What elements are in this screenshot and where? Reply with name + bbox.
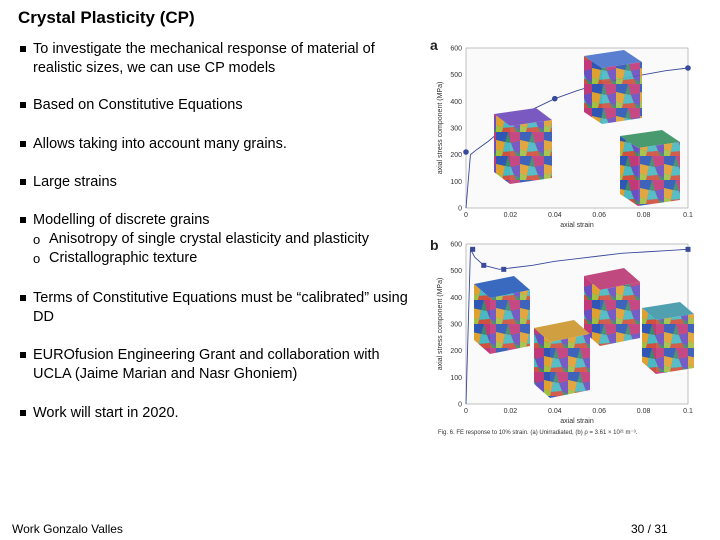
bullet-text: Allows taking into account many grains.: [33, 136, 287, 152]
data-point: [685, 246, 691, 252]
bullet-item: Based on Constitutive Equations: [20, 96, 418, 115]
y-tick-label: 400: [450, 99, 462, 106]
circle-bullet-icon: o: [33, 251, 41, 266]
grain-cube-b4: [642, 302, 694, 374]
x-tick-label: 0.06: [592, 212, 606, 219]
bullet-item: EUROfusion Engineering Grant and collabo…: [20, 346, 418, 384]
x-tick-label: 0.08: [637, 408, 651, 415]
bullet-square-icon: [20, 141, 26, 147]
y-tick-label: 600: [450, 242, 462, 249]
slide-title: Crystal Plasticity (CP): [18, 8, 195, 27]
bullet-item: Large strains: [20, 173, 418, 192]
y-axis-label: axial stress component (MPa): [437, 278, 444, 371]
y-tick-label: 200: [450, 152, 462, 159]
y-tick-label: 500: [450, 268, 462, 275]
bullet-text: Modelling of discrete grains: [33, 212, 210, 228]
bullet-text: Terms of Constitutive Equations must be …: [33, 290, 408, 325]
stress-strain-figure: a 0 0.02 0.04 0.06 0.08 0.1 0 100 200 300 400 500 60…: [430, 37, 694, 436]
x-tick-label: 0.02: [504, 212, 518, 219]
grain-cube-b2: [584, 268, 640, 346]
x-tick-label: 0.1: [683, 212, 693, 219]
data-point: [463, 149, 469, 155]
panel-label-a: a: [430, 37, 438, 53]
bullet-text: EUROfusion Engineering Grant and collabo…: [33, 347, 380, 382]
bullet-item: Work will start in 2020.: [20, 404, 418, 423]
bullet-item: Modelling of discrete grains o Anisotropy…: [20, 211, 418, 268]
y-tick-label: 600: [450, 46, 462, 53]
data-point: [552, 95, 558, 102]
sub-bullet-item: o Anisotropy of single crystal elasticity…: [33, 230, 418, 249]
y-axis-label: axial stress component (MPa): [437, 82, 444, 175]
x-tick-label: 0.08: [637, 212, 651, 219]
x-tick-label: 0.06: [592, 408, 606, 415]
sub-bullet-item: o Cristallographic texture: [33, 249, 418, 268]
grain-cube-b1: [474, 276, 530, 354]
x-tick-label: 0: [464, 212, 468, 219]
bullet-square-icon: [20, 410, 26, 416]
series-line: [465, 247, 689, 405]
x-tick-label: 0.04: [548, 212, 562, 219]
panel-label-b: b: [430, 237, 439, 253]
bullet-square-icon: [20, 179, 26, 185]
x-tick-label: 0.1: [683, 408, 693, 415]
sub-bullet-text: Anisotropy of single crystal elasticity …: [49, 231, 369, 247]
page-number: 30 / 31: [631, 522, 668, 536]
x-tick-label: 0.04: [548, 408, 562, 415]
grain-cube-b3: [534, 320, 590, 398]
y-tick-label: 300: [450, 126, 462, 133]
bullet-text: Based on Constitutive Equations: [33, 97, 243, 113]
grain-cube-a1: [584, 50, 642, 124]
bullet-text: To investigate the mechanical response o…: [33, 41, 375, 76]
bullet-item: Allows taking into account many grains.: [20, 135, 418, 154]
data-point: [501, 266, 507, 272]
circle-bullet-icon: o: [33, 232, 41, 247]
x-tick-label: 0: [464, 408, 468, 415]
y-tick-label: 100: [450, 179, 462, 186]
footer-author: Work Gonzalo Valles: [12, 522, 123, 536]
bullet-square-icon: [20, 46, 26, 52]
y-tick-label: 100: [450, 375, 462, 382]
data-point: [481, 262, 487, 268]
bullet-item: To investigate the mechanical response o…: [20, 40, 418, 78]
grain-cube-a2: [494, 108, 552, 184]
bullet-square-icon: [20, 102, 26, 108]
data-point: [685, 65, 691, 71]
y-tick-label: 300: [450, 322, 462, 329]
x-axis-label: axial strain: [560, 418, 594, 425]
bullet-item: Terms of Constitutive Equations must be …: [20, 289, 418, 327]
figure-caption: Fig. 6. FE response to 10% strain. (a) U…: [438, 430, 638, 436]
x-axis-label: axial strain: [560, 222, 594, 229]
x-tick-label: 0.02: [504, 408, 518, 415]
sub-bullet-text: Cristallographic texture: [49, 250, 198, 266]
y-tick-label: 0: [458, 206, 462, 213]
grain-cube-a3: [620, 130, 680, 206]
y-tick-label: 0: [458, 402, 462, 409]
bullet-square-icon: [20, 352, 26, 358]
bullet-text: Large strains: [33, 174, 117, 190]
data-point: [470, 246, 476, 252]
bullet-square-icon: [20, 295, 26, 301]
bullet-text: Work will start in 2020.: [33, 405, 179, 421]
bullet-square-icon: [20, 217, 26, 223]
y-tick-label: 200: [450, 348, 462, 355]
y-tick-label: 500: [450, 72, 462, 79]
y-tick-label: 400: [450, 295, 462, 302]
